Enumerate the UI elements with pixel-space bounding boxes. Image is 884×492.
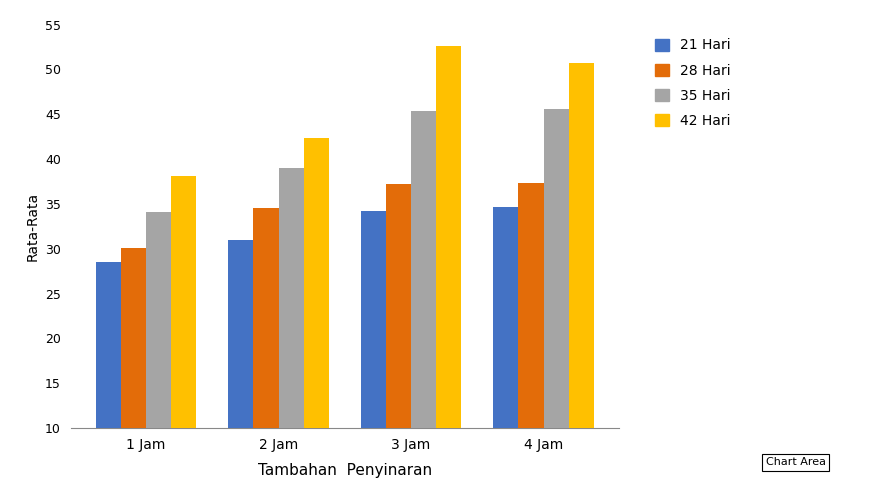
Text: Chart Area: Chart Area	[766, 458, 826, 467]
Bar	[228, 240, 254, 492]
Bar	[385, 184, 411, 492]
Bar	[304, 138, 329, 492]
Bar	[146, 212, 171, 492]
Y-axis label: Rata-Rata: Rata-Rata	[26, 192, 40, 261]
Bar	[278, 168, 304, 492]
Bar	[254, 209, 278, 492]
Bar	[518, 184, 544, 492]
Bar	[171, 176, 196, 492]
Bar	[544, 109, 568, 492]
Bar	[361, 211, 385, 492]
Bar	[411, 111, 436, 492]
Bar	[568, 63, 594, 492]
X-axis label: Tambahan  Penyinaran: Tambahan Penyinaran	[258, 463, 431, 478]
Bar	[121, 248, 146, 492]
Bar	[493, 207, 518, 492]
Bar	[95, 262, 121, 492]
Legend: 21 Hari, 28 Hari, 35 Hari, 42 Hari: 21 Hari, 28 Hari, 35 Hari, 42 Hari	[648, 31, 737, 135]
Bar	[436, 46, 461, 492]
